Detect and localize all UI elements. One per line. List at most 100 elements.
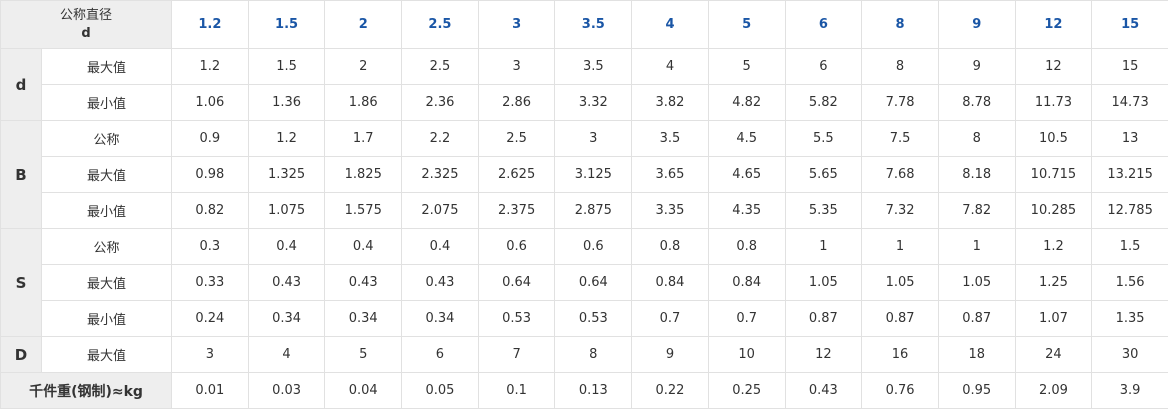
value-cell: 1.35 (1092, 301, 1168, 337)
value-cell: 2.325 (402, 157, 479, 193)
value-cell: 9 (938, 49, 1015, 85)
value-cell: 1.5 (1092, 229, 1168, 265)
value-cell: 5 (325, 337, 402, 373)
value-cell: 2.625 (478, 157, 555, 193)
value-cell: 2.875 (555, 193, 632, 229)
value-cell: 12.785 (1092, 193, 1168, 229)
value-cell: 11.73 (1015, 85, 1092, 121)
value-cell: 1.25 (1015, 265, 1092, 301)
weight-cell: 0.22 (632, 373, 709, 409)
value-cell: 1.2 (1015, 229, 1092, 265)
value-cell: 1 (938, 229, 1015, 265)
value-cell: 0.7 (708, 301, 785, 337)
value-cell: 7.5 (862, 121, 939, 157)
value-cell: 0.8 (708, 229, 785, 265)
value-cell: 16 (862, 337, 939, 373)
group-symbol: D (1, 337, 42, 373)
row-label: 公称 (42, 121, 172, 157)
value-cell: 0.53 (478, 301, 555, 337)
value-cell: 10.285 (1015, 193, 1092, 229)
value-cell: 0.6 (478, 229, 555, 265)
value-cell: 24 (1015, 337, 1092, 373)
corner-header: 公称直径 d (1, 1, 172, 49)
value-cell: 3.35 (632, 193, 709, 229)
size-header: 8 (862, 1, 939, 49)
value-cell: 3.5 (632, 121, 709, 157)
value-cell: 0.87 (785, 301, 862, 337)
value-cell: 0.64 (478, 265, 555, 301)
row-label: 最小值 (42, 301, 172, 337)
value-cell: 4.82 (708, 85, 785, 121)
value-cell: 1.2 (248, 121, 325, 157)
value-cell: 4 (248, 337, 325, 373)
value-cell: 4.5 (708, 121, 785, 157)
value-cell: 2.86 (478, 85, 555, 121)
value-cell: 3.65 (632, 157, 709, 193)
row-label: 最大值 (42, 157, 172, 193)
size-header: 4 (632, 1, 709, 49)
size-header: 3.5 (555, 1, 632, 49)
value-cell: 3.32 (555, 85, 632, 121)
value-cell: 0.84 (708, 265, 785, 301)
value-cell: 0.33 (172, 265, 249, 301)
value-cell: 12 (1015, 49, 1092, 85)
value-cell: 6 (785, 49, 862, 85)
value-cell: 1.5 (248, 49, 325, 85)
value-cell: 1.86 (325, 85, 402, 121)
value-cell: 12 (785, 337, 862, 373)
value-cell: 10 (708, 337, 785, 373)
size-header: 9 (938, 1, 1015, 49)
value-cell: 0.8 (632, 229, 709, 265)
value-cell: 7.68 (862, 157, 939, 193)
weight-cell: 0.76 (862, 373, 939, 409)
value-cell: 2.2 (402, 121, 479, 157)
value-cell: 0.4 (248, 229, 325, 265)
weight-cell: 0.25 (708, 373, 785, 409)
value-cell: 4.35 (708, 193, 785, 229)
value-cell: 5.82 (785, 85, 862, 121)
value-cell: 0.64 (555, 265, 632, 301)
size-header: 1.2 (172, 1, 249, 49)
value-cell: 0.43 (402, 265, 479, 301)
value-cell: 9 (632, 337, 709, 373)
size-header: 15 (1092, 1, 1168, 49)
value-cell: 5.65 (785, 157, 862, 193)
value-cell: 1.2 (172, 49, 249, 85)
weight-cell: 0.13 (555, 373, 632, 409)
value-cell: 2.375 (478, 193, 555, 229)
weight-cell: 0.04 (325, 373, 402, 409)
value-cell: 0.7 (632, 301, 709, 337)
weight-cell: 0.05 (402, 373, 479, 409)
value-cell: 7 (478, 337, 555, 373)
value-cell: 0.4 (325, 229, 402, 265)
weight-cell: 0.43 (785, 373, 862, 409)
weight-cell: 3.9 (1092, 373, 1168, 409)
row-label: 最小值 (42, 193, 172, 229)
weight-cell: 0.03 (248, 373, 325, 409)
value-cell: 1.05 (785, 265, 862, 301)
value-cell: 1.36 (248, 85, 325, 121)
value-cell: 7.78 (862, 85, 939, 121)
value-cell: 10.5 (1015, 121, 1092, 157)
size-header: 5 (708, 1, 785, 49)
row-label: 最大值 (42, 265, 172, 301)
value-cell: 8 (938, 121, 1015, 157)
value-cell: 0.43 (248, 265, 325, 301)
value-cell: 3 (555, 121, 632, 157)
value-cell: 1.05 (862, 265, 939, 301)
value-cell: 13.215 (1092, 157, 1168, 193)
size-header: 3 (478, 1, 555, 49)
value-cell: 30 (1092, 337, 1168, 373)
header-row: 公称直径 d 1.2 1.5 2 2.5 3 3.5 4 5 6 8 9 12 … (1, 1, 1168, 49)
value-cell: 0.34 (325, 301, 402, 337)
value-cell: 1.325 (248, 157, 325, 193)
value-cell: 1.075 (248, 193, 325, 229)
value-cell: 3.5 (555, 49, 632, 85)
weight-cell: 0.01 (172, 373, 249, 409)
